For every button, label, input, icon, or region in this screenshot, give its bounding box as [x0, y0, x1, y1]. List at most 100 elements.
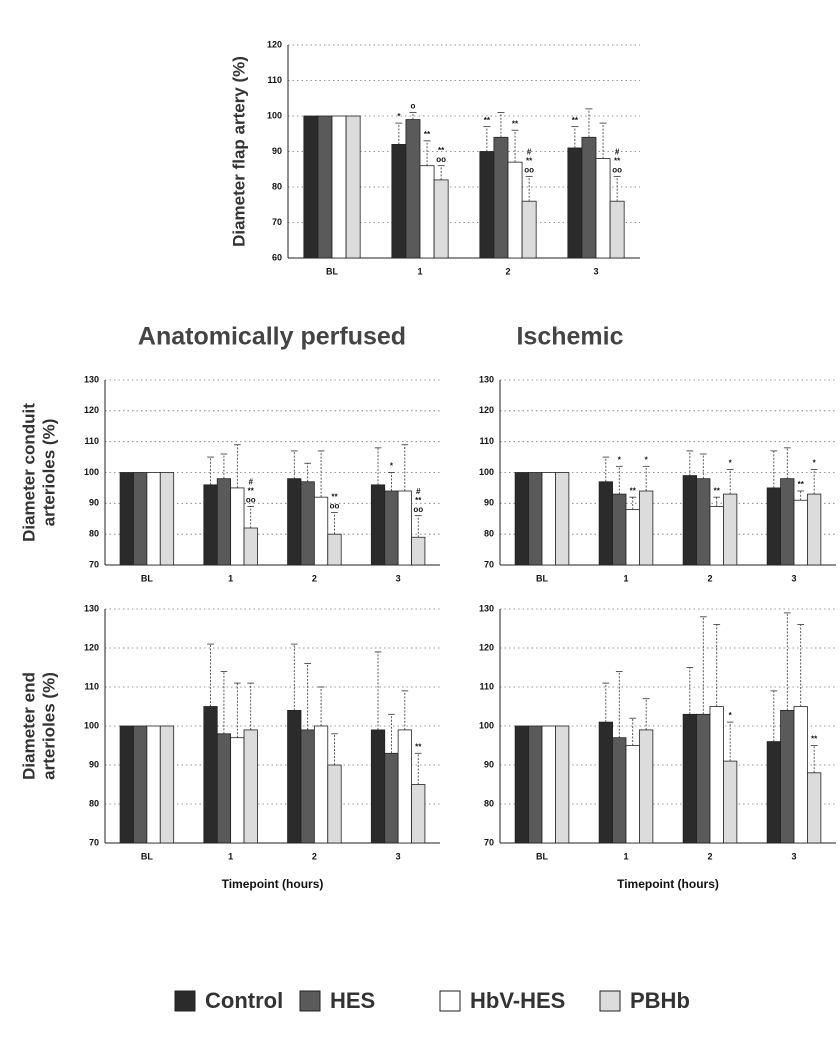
bar [507, 161, 523, 259]
bar [146, 472, 161, 566]
x-axis-label: Timepoint (hours) [617, 877, 719, 891]
error-bar [713, 624, 721, 707]
significance-mark: * [729, 459, 733, 468]
error-bar [414, 752, 422, 785]
bar [243, 729, 258, 844]
bar [807, 493, 822, 566]
error-bar [686, 667, 694, 715]
y-tick-label: 110 [84, 436, 99, 446]
legend-label: Control [205, 988, 283, 1013]
bar [203, 706, 218, 844]
x-tick-label: BL [326, 266, 338, 276]
error-bar [642, 465, 650, 491]
significance-mark: oo [330, 502, 340, 511]
error-bar [388, 472, 395, 491]
error-bar [220, 671, 228, 734]
bar [411, 784, 426, 844]
bar [479, 151, 495, 259]
y-tick-label: 70 [89, 837, 99, 847]
error-bar [615, 465, 623, 495]
bar [327, 533, 342, 566]
bar [303, 115, 319, 259]
legend-swatch [439, 990, 461, 1012]
error-bar [571, 126, 579, 148]
x-tick-label: 2 [312, 573, 317, 583]
significance-mark: oo [436, 155, 446, 164]
bar [709, 706, 724, 844]
error-bar [207, 456, 214, 485]
bar [555, 725, 570, 844]
x-tick-label: 1 [228, 573, 233, 583]
significance-mark: oo [413, 505, 423, 514]
error-bar [233, 444, 241, 488]
bar [541, 725, 556, 844]
bar [370, 484, 386, 566]
error-bar [247, 506, 255, 528]
significance-mark: ** [798, 480, 805, 489]
bar [528, 725, 543, 844]
error-bar [374, 651, 382, 730]
significance-mark: ** [630, 486, 637, 495]
bar [391, 143, 407, 259]
y-axis-label: Diameter conduit [19, 403, 38, 542]
y-axis-label: arterioles (%) [39, 419, 58, 527]
error-bar [726, 721, 734, 762]
error-bar [525, 175, 533, 202]
error-bar [615, 671, 623, 738]
bar [723, 760, 738, 844]
y-tick-label: 60 [272, 252, 282, 262]
y-tick-label: 100 [84, 467, 99, 477]
error-bar [726, 469, 734, 495]
error-bar [290, 450, 298, 479]
error-bar [602, 682, 610, 723]
y-axis-label: Diameter flap artery (%) [229, 56, 248, 247]
y-tick-label: 130 [84, 603, 99, 613]
error-bar [414, 515, 422, 538]
y-tick-label: 90 [484, 498, 494, 508]
y-tick-label: 100 [479, 720, 494, 730]
error-bar [317, 450, 325, 498]
error-bar [511, 129, 519, 163]
x-tick-label: 3 [396, 851, 401, 861]
legend-swatch [174, 990, 196, 1012]
y-tick-label: 120 [84, 642, 99, 652]
bar [793, 499, 808, 566]
error-bar [599, 122, 607, 159]
bar [370, 729, 386, 844]
y-tick-label: 90 [272, 146, 282, 156]
significance-mark: ** [572, 116, 579, 125]
y-tick-label: 80 [484, 798, 494, 808]
bar [119, 472, 134, 566]
significance-mark: ** [248, 487, 255, 496]
bar [696, 713, 711, 844]
y-tick-label: 130 [479, 374, 494, 384]
bar [793, 706, 808, 844]
error-bar [810, 745, 818, 773]
error-bar [233, 682, 241, 738]
significance-mark: ** [614, 156, 621, 165]
y-tick-label: 70 [484, 837, 494, 847]
error-bar [401, 444, 409, 491]
significance-mark: ** [424, 130, 431, 139]
error-bar [317, 686, 325, 726]
bar [397, 490, 412, 566]
bar [230, 737, 245, 844]
significance-mark: # [615, 147, 620, 156]
significance-mark: ** [512, 119, 519, 128]
y-tick-label: 90 [484, 759, 494, 769]
error-bar [713, 496, 721, 507]
x-tick-label: 1 [228, 851, 233, 861]
error-bar [395, 122, 403, 145]
significance-mark: ** [526, 156, 533, 165]
legend-swatch [599, 990, 621, 1012]
error-bar [585, 108, 593, 138]
bar [345, 115, 361, 259]
bar [159, 472, 175, 566]
x-tick-label: 3 [396, 573, 401, 583]
bar [133, 725, 148, 844]
x-tick-label: BL [141, 851, 153, 861]
error-bar [629, 717, 637, 746]
bar [639, 490, 654, 566]
bar [119, 725, 134, 844]
bar [766, 741, 781, 844]
